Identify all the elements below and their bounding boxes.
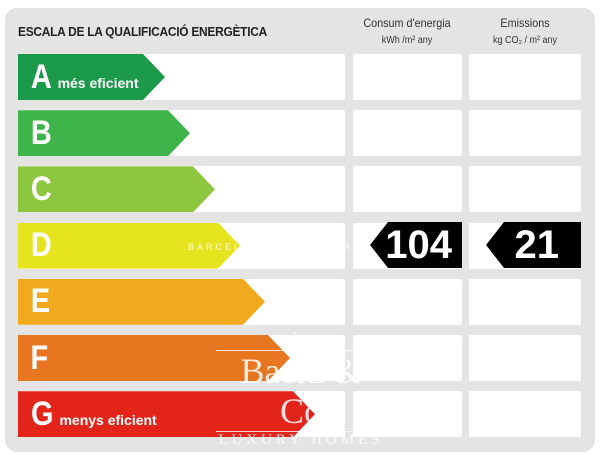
emissions-cell: [469, 166, 581, 213]
energy-label: Consum d'energia: [363, 16, 451, 30]
scale-title: ESCALA DE LA QUALIFICACIÓ ENERGÈTICA: [18, 24, 267, 39]
watermark-brand: Baerz & Co: [216, 350, 386, 432]
emissions-cell: [469, 278, 581, 325]
emissions-cell: [469, 391, 581, 438]
watermark-by: by: [293, 330, 309, 347]
watermark-logo: by Baerz & Co LUXURY HOMES: [216, 330, 386, 449]
emissions-cell: [469, 54, 581, 100]
rating-letter: G: [30, 394, 54, 433]
energy-cell: [353, 278, 462, 325]
rating-arrow: D: [18, 222, 240, 269]
rating-arrow: E: [18, 278, 265, 325]
rating-arrow: F: [18, 335, 290, 381]
emissions-column-header: Emissions kg CO₂ / m² any: [472, 14, 578, 50]
rating-letter: B: [30, 113, 52, 152]
rating-arrow: G menys eficient: [18, 391, 315, 438]
watermark-tagline: LUXURY HOMES: [218, 432, 384, 448]
rating-arrow: B: [18, 110, 190, 157]
energy-cell: [353, 110, 462, 157]
rating-arrow: A més eficient: [18, 54, 165, 100]
rating-letter: A: [30, 57, 52, 96]
emissions-cell: [469, 110, 581, 157]
emissions-unit: kg CO₂ / m² any: [492, 35, 558, 46]
energy-cell: [353, 54, 462, 100]
watermark-partial: BARCEL EXPERT: [188, 242, 362, 252]
rating-letter: D: [30, 226, 52, 265]
energy-column-header: Consum d'energia kWh /m² any: [354, 14, 460, 50]
energy-cell: [353, 335, 462, 381]
rating-letter: C: [30, 169, 52, 208]
rating-letter: F: [30, 338, 49, 377]
energy-cell: [353, 166, 462, 213]
energy-unit: kWh /m² any: [381, 35, 433, 46]
energy-value-badge: 104: [370, 222, 462, 268]
rating-arrow: C: [18, 166, 215, 213]
rating-letter: E: [30, 282, 50, 321]
rating-desc: menys eficient: [59, 412, 157, 429]
energy-cell: [353, 391, 462, 438]
emissions-cell: [469, 335, 581, 381]
emissions-value-badge: 21: [486, 222, 581, 268]
emissions-label: Emissions: [500, 16, 550, 30]
rating-desc: més eficient: [57, 75, 139, 91]
